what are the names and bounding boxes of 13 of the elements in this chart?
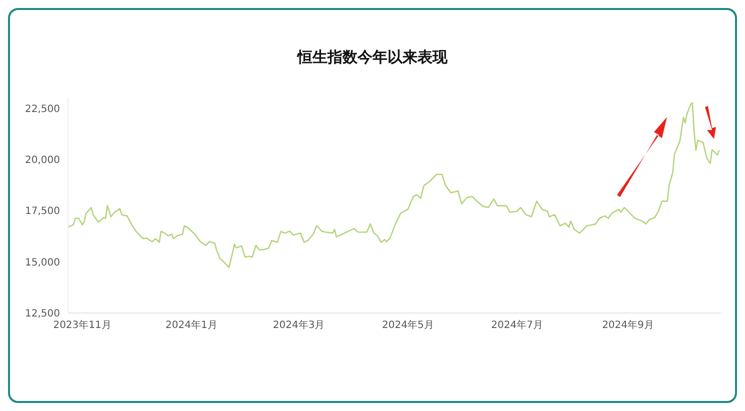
x-tick-label: 2024年3月 [272, 319, 325, 332]
y-tick-label: 12,500 [25, 308, 60, 320]
y-tick-label: 17,500 [25, 206, 60, 218]
y-tick-label: 20,000 [25, 154, 60, 166]
x-tick-label: 2024年7月 [491, 319, 543, 332]
x-tick-label: 2023年11月 [53, 319, 112, 332]
x-tick-label: 2024年5月 [382, 319, 434, 332]
line-series [68, 102, 720, 268]
x-tick-label: 2024年9月 [602, 319, 654, 332]
chart-title: 恒生指数今年以来表现 [296, 48, 448, 67]
y-tick-label: 15,000 [25, 257, 60, 268]
x-tick-label: 2024年1月 [166, 319, 218, 332]
y-tick-label: 22,500 [25, 104, 60, 115]
